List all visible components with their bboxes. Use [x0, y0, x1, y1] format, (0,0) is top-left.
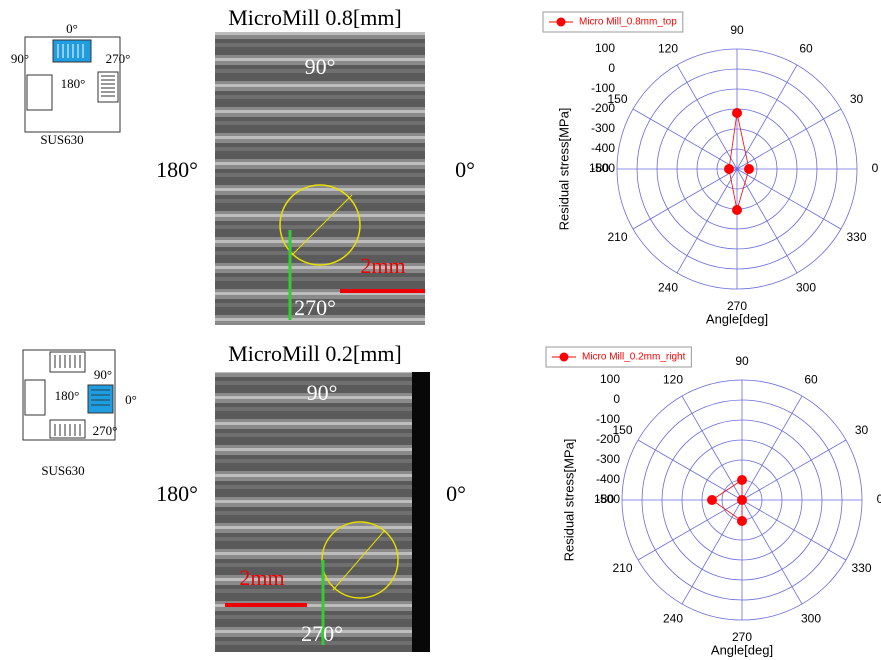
angle-tick-label: 30: [850, 92, 864, 106]
angle-tick-label: 210: [612, 561, 632, 575]
grid-spoke: [742, 396, 802, 500]
image-label: 0°: [455, 157, 475, 182]
material-label: SUS630: [41, 463, 84, 478]
image-label: 90°: [307, 380, 338, 405]
panel-title: MicroMill 0.8[mm]: [228, 5, 402, 30]
angle-tick-label: 150: [607, 92, 627, 106]
y-tick-label: 100: [600, 372, 620, 386]
grid-spoke: [677, 169, 737, 273]
angle-tick-label: 240: [658, 281, 678, 295]
schematic-label: 0°: [66, 21, 78, 36]
series-line: [729, 113, 749, 210]
grid-spoke: [633, 109, 737, 169]
scale-bar-label: 2mm: [360, 253, 405, 278]
angle-tick-label: 300: [796, 281, 816, 295]
angle-tick-label: 210: [607, 230, 627, 244]
panel-title: MicroMill 0.2[mm]: [228, 341, 402, 366]
image-label: 0°: [446, 481, 466, 506]
schematic-label: 270°: [93, 423, 118, 438]
data-point: [724, 164, 734, 174]
grid-spoke: [742, 500, 846, 560]
schematic-label: 180°: [61, 76, 86, 91]
image-label: 180°: [156, 481, 198, 506]
material-label: SUS630: [40, 132, 83, 147]
y-axis-label: Residual stress[MPa]: [561, 439, 576, 562]
grid-spoke: [737, 169, 841, 229]
grid-spoke: [682, 396, 742, 500]
grid-spoke: [638, 500, 742, 560]
x-axis-label: Angle[deg]: [711, 642, 773, 657]
angle-tick-label: 180: [594, 492, 614, 506]
y-tick-label: 0: [608, 61, 615, 75]
data-point: [732, 205, 742, 215]
grid-spoke: [682, 500, 742, 604]
micrograph: [215, 372, 430, 652]
angle-tick-label: 150: [612, 423, 632, 437]
angle-tick-label: 240: [663, 612, 683, 626]
grid-spoke: [742, 500, 802, 604]
grid-spoke: [638, 440, 742, 500]
y-tick-label: -400: [591, 141, 615, 155]
angle-tick-label: 300: [801, 612, 821, 626]
figure: 0° 90° 270° 180° SUS630 90° 0° 180° 270°…: [0, 0, 881, 660]
image-label: 90°: [305, 54, 336, 79]
image-label: 180°: [156, 157, 198, 182]
angle-tick-label: 180: [589, 161, 609, 175]
image-label: 270°: [301, 621, 343, 646]
angle-tick-label: 330: [851, 561, 871, 575]
data-point: [737, 495, 747, 505]
legend-label: Micro Mill_0.2mm_right: [582, 352, 686, 363]
y-axis-label: Residual stress[MPa]: [556, 108, 571, 231]
image-label: 270°: [294, 295, 336, 320]
x-axis-label: Angle[deg]: [706, 311, 768, 326]
angle-tick-label: 0: [872, 161, 879, 175]
grid-spoke: [737, 169, 797, 273]
grid-spoke: [737, 109, 841, 169]
grid-spoke: [633, 169, 737, 229]
data-point: [707, 495, 717, 505]
legend-marker: [557, 18, 566, 27]
grid-spoke: [742, 440, 846, 500]
angle-tick-label: 90: [735, 354, 749, 368]
angle-tick-label: 30: [855, 423, 869, 437]
y-tick-label: -300: [591, 121, 615, 135]
angle-tick-label: 90: [730, 23, 744, 37]
grid-spoke: [677, 65, 737, 169]
angle-tick-label: 120: [658, 42, 678, 56]
y-tick-label: -400: [596, 472, 620, 486]
angle-tick-label: 120: [663, 373, 683, 387]
page: 0° 90° 270° 180° SUS630 90° 0° 180° 270°…: [0, 0, 881, 660]
data-point: [744, 164, 754, 174]
y-tick-label: 100: [595, 41, 615, 55]
schematic-label: 90°: [11, 51, 29, 66]
data-point: [737, 475, 747, 485]
scale-bar-label: 2mm: [239, 565, 284, 590]
angle-tick-label: 60: [799, 42, 813, 56]
schematic-label: 0°: [125, 392, 137, 407]
data-point: [732, 108, 742, 118]
data-point: [737, 516, 747, 526]
legend-label: Micro Mill_0.8mm_top: [579, 17, 677, 28]
schematic-label: 270°: [106, 51, 131, 66]
angle-tick-label: 60: [804, 373, 818, 387]
y-tick-label: 0: [613, 392, 620, 406]
angle-tick-label: 330: [846, 230, 866, 244]
legend-marker: [560, 353, 569, 362]
schematic-label: 90°: [94, 367, 112, 382]
schematic-label: 180°: [55, 388, 80, 403]
y-tick-label: -300: [596, 452, 620, 466]
angle-tick-label: 0: [877, 492, 881, 506]
